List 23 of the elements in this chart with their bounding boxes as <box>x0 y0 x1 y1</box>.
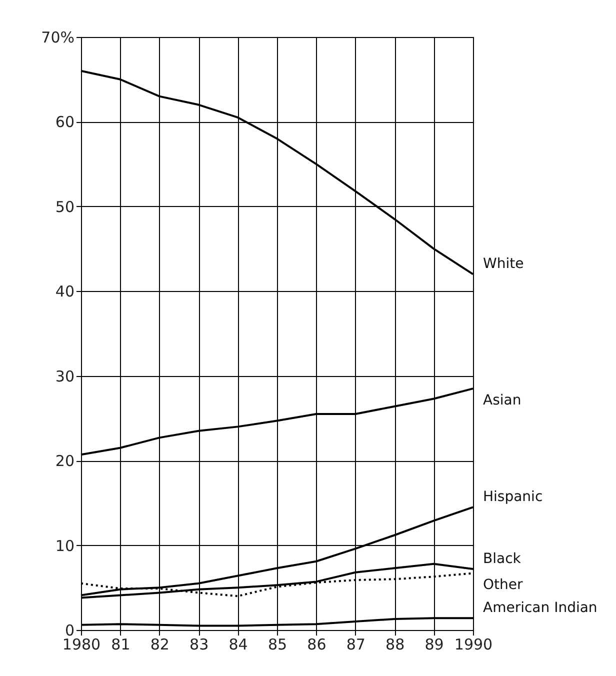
x-tick-label: 89 <box>424 636 444 654</box>
x-tick-label: 1990 <box>454 636 493 654</box>
y-tick-label: 70% <box>41 28 74 46</box>
x-tick-label: 84 <box>228 636 248 654</box>
y-tick-label: 40 <box>55 282 74 301</box>
x-tick-label: 82 <box>150 636 170 654</box>
x-tick-label: 87 <box>346 636 366 654</box>
series-label: Other <box>483 577 523 594</box>
series-label: Black <box>483 551 522 568</box>
series-label: American Indian <box>483 600 598 616</box>
x-tick-label: 83 <box>190 636 209 654</box>
y-tick-label: 30 <box>55 367 74 386</box>
x-tick-label: 81 <box>111 636 130 654</box>
y-tick-label: 20 <box>55 452 74 470</box>
x-tick-label: 88 <box>386 636 405 654</box>
x-tick-label: 85 <box>268 636 288 654</box>
series-label: White <box>483 256 524 272</box>
y-tick-label: 50 <box>55 198 74 216</box>
series-label: Hispanic <box>483 489 543 506</box>
x-tick-label: 86 <box>307 636 326 654</box>
y-tick-label: 60 <box>55 113 74 132</box>
y-tick-label: 10 <box>55 536 74 555</box>
series-label: Asian <box>483 392 522 409</box>
